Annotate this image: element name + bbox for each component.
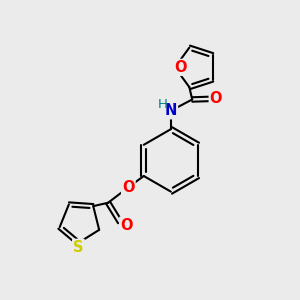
Text: O: O xyxy=(210,92,222,106)
Text: N: N xyxy=(165,103,177,118)
Text: O: O xyxy=(122,180,135,195)
Text: O: O xyxy=(120,218,133,232)
Text: O: O xyxy=(174,60,187,75)
Text: H: H xyxy=(158,98,167,111)
Text: S: S xyxy=(73,240,84,255)
